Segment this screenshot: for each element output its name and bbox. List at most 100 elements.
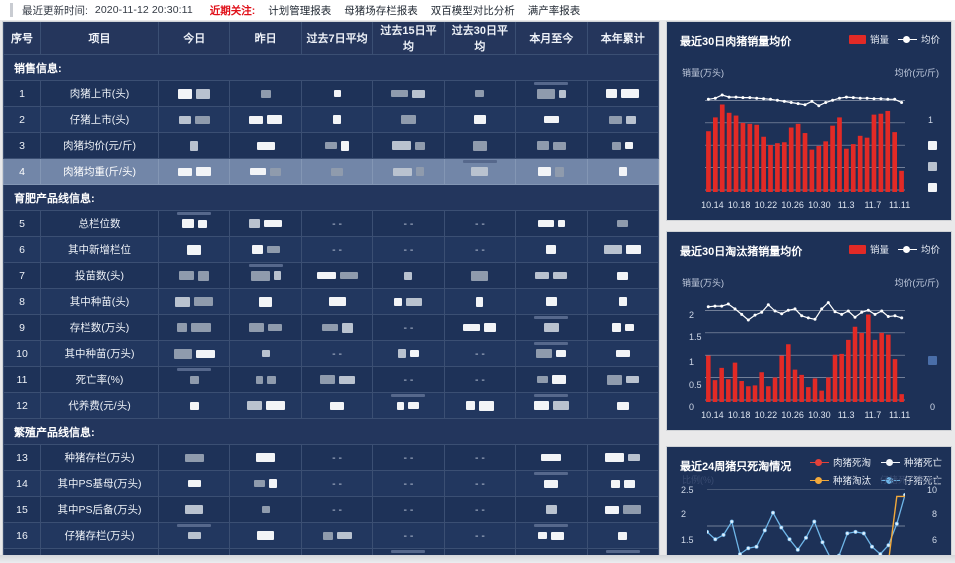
table-row[interactable]: 2 仔猪上市(头) [3, 106, 659, 133]
table-row[interactable]: 4 肉猪均重(斤/头) [3, 158, 659, 185]
col-avg-30d[interactable]: 过去30日平均 [443, 22, 517, 55]
table-cell-redacted [515, 132, 588, 159]
axis-label-redacted [928, 141, 937, 150]
chart3-legend-piglet-death[interactable]: 仔猪死亡 [880, 473, 942, 487]
table-row[interactable]: 3 肉猪均价(元/斤) [3, 132, 659, 159]
table-cell-redacted [586, 392, 659, 419]
table-cell-redacted [229, 496, 302, 523]
table-row[interactable]: 10 其中种苗(万头) - - - - [3, 340, 659, 367]
table-row[interactable]: 11 死亡率(%) - -- - [3, 366, 659, 393]
table-cell-redacted: - - [372, 522, 445, 549]
row-item-name: 存栏数(万头) [40, 314, 159, 341]
table-cell-redacted [300, 262, 374, 289]
table-cell-redacted [372, 132, 445, 159]
table-cell-redacted [229, 366, 302, 393]
link-capacity-rate-report[interactable]: 满产率报表 [527, 4, 581, 17]
table-cell-redacted [157, 496, 231, 523]
chart-card-hog-sales: 最近30日肉猪销量均价 销量 均价 销量(万头) 均价(元/斤) 10.14 10… [666, 21, 952, 221]
line-swatch-icon [880, 476, 900, 485]
col-ytd[interactable]: 本年累计 [586, 22, 659, 55]
chart3-legend-breeder-death[interactable]: 种猪死亡 [880, 455, 942, 469]
table-cell-redacted [443, 392, 517, 419]
table-cell-redacted [515, 470, 588, 497]
row-index: 1 [3, 80, 41, 107]
table-cell-redacted [372, 262, 445, 289]
chart1-legend: 销量 均价 [848, 32, 940, 46]
table-body: 销售信息: 1 肉猪上市(头) 2 仔猪上市(头) 3 肉猪均价(元/斤) 4 肉猪均重(斤/头… [3, 54, 659, 561]
row-index: 8 [3, 288, 41, 315]
table-cell-redacted [229, 392, 302, 419]
table-row[interactable]: 14 其中PS基母(万头) - -- -- - [3, 470, 659, 497]
axis-tick-label: 6 [931, 535, 937, 545]
table-cell-redacted [372, 340, 445, 367]
table-cell-redacted [443, 314, 517, 341]
table-cell-redacted: - - [443, 366, 517, 393]
table-cell-redacted [586, 262, 659, 289]
table-row[interactable]: 1 肉猪上市(头) [3, 80, 659, 107]
col-avg-7d[interactable]: 过去7日平均 [300, 22, 374, 55]
x-tick-label: 11.7 [864, 200, 882, 210]
row-index: 16 [3, 522, 41, 549]
link-plan-report[interactable]: 计划管理报表 [268, 4, 332, 17]
row-item-name: 投苗数(头) [40, 262, 159, 289]
table-cell-redacted [443, 288, 517, 315]
table-cell-redacted [300, 522, 374, 549]
table-row[interactable]: 12 代养费(元/头) [3, 392, 659, 419]
table-cell-redacted [515, 106, 588, 133]
table-cell-redacted [157, 106, 231, 133]
table-cell-redacted [157, 132, 231, 159]
chart3-legend-hog-mortality-label: 肉猪死淘 [832, 458, 871, 469]
table-cell-redacted [515, 314, 588, 341]
chart2-legend-price[interactable]: 均价 [897, 242, 940, 256]
link-double-hundred-analysis[interactable]: 双百模型对比分析 [430, 4, 515, 17]
col-today[interactable]: 今日 [157, 22, 231, 55]
table-row[interactable]: 5 总栏位数 - -- -- - [3, 210, 659, 237]
table-cell-redacted [300, 158, 374, 185]
col-mtd[interactable]: 本月至今 [515, 22, 588, 55]
chart-card-cull-sales: 最近30日淘汰猪销量均价 销量 均价 销量(万头) 均价(元/斤) 10.14 1… [666, 231, 952, 431]
line-swatch-icon [880, 458, 900, 467]
table-row[interactable]: 15 其中PS后备(万头) - -- -- - [3, 496, 659, 523]
table-cell-redacted [515, 522, 588, 549]
table-row[interactable]: 7 投苗数(头) [3, 262, 659, 289]
chart1-legend-price[interactable]: 均价 [897, 32, 940, 46]
table-row[interactable]: 13 种猪存栏(万头) - -- -- - [3, 444, 659, 471]
focus-label: 近期关注: [209, 4, 256, 17]
chart3-legend-hog-mortality[interactable]: 肉猪死淘 [809, 455, 871, 469]
table-cell-redacted: - - [443, 522, 517, 549]
table-row[interactable]: 8 其中种苗(头) [3, 288, 659, 315]
table-cell-redacted: - - [443, 340, 517, 367]
table-cell-redacted [586, 106, 659, 133]
link-sow-inventory-report[interactable]: 母猪场存栏报表 [344, 4, 418, 17]
row-index: 14 [3, 470, 41, 497]
table-row[interactable]: 16 仔猪存栏(万头) - -- - [3, 522, 659, 549]
table-cell-redacted [229, 340, 302, 367]
table-cell-redacted: - - [372, 314, 445, 341]
chart3-ylabel: 比例(%) [682, 475, 714, 485]
table-cell-redacted [586, 236, 659, 263]
chart3-legend-breeder-cull[interactable]: 种猪淘汰 [809, 473, 871, 487]
row-index: 12 [3, 392, 41, 419]
table-cell-redacted: - - [372, 470, 445, 497]
row-item-name: 其中种苗(头) [40, 288, 159, 315]
table-row[interactable]: 6 其中新增栏位 - -- -- - [3, 236, 659, 263]
chart1-ylabel: 销量(万头) [682, 68, 724, 78]
table-cell-redacted [229, 158, 302, 185]
chart2-legend-volume[interactable]: 销量 [848, 242, 889, 256]
x-tick-label: 11.11 [889, 410, 911, 420]
table-row[interactable]: 9 存栏数(万头) - - [3, 314, 659, 341]
x-tick-label: 11.7 [864, 410, 882, 420]
row-item-name: 肉猪上市(头) [40, 80, 159, 107]
table-cell-redacted [586, 80, 659, 107]
table-cell-redacted [157, 340, 231, 367]
table-cell-redacted [586, 288, 659, 315]
table-cell-redacted [229, 288, 302, 315]
axis-tick-label: 8 [931, 509, 937, 519]
col-yesterday[interactable]: 昨日 [229, 22, 302, 55]
col-item[interactable]: 项目 [40, 22, 159, 55]
col-index[interactable]: 序号 [3, 22, 41, 55]
table-cell-redacted [300, 288, 374, 315]
col-avg-15d[interactable]: 过去15日平均 [372, 22, 445, 55]
chart1-legend-volume[interactable]: 销量 [848, 32, 889, 46]
row-index: 2 [3, 106, 41, 133]
